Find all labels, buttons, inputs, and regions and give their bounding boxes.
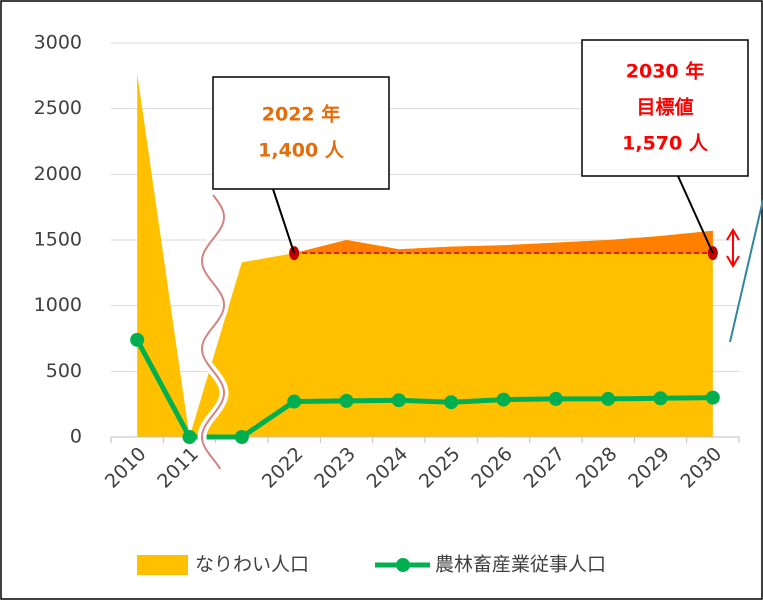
- legend-swatch: [137, 555, 188, 575]
- leader-partial: [729, 199, 763, 343]
- line-marker: [234, 430, 249, 444]
- legend-label: 農林畜産業従事人口: [435, 554, 606, 576]
- line-marker: [653, 391, 668, 406]
- y-tick-label: 2000: [34, 163, 82, 185]
- y-tick-label: 500: [46, 360, 82, 382]
- callout-box: [212, 76, 390, 190]
- legend-marker: [396, 558, 410, 572]
- line: [134, 338, 713, 440]
- line-marker: [130, 332, 145, 347]
- line-marker: [339, 393, 354, 408]
- y-tick-label: 1000: [34, 294, 82, 316]
- callout-leader: [677, 175, 714, 254]
- break-mark: [200, 194, 226, 470]
- line-marker: [548, 391, 563, 406]
- callout-text: 目標値: [636, 96, 693, 119]
- y-tick-label: 3000: [34, 32, 82, 54]
- line-marker: [444, 395, 459, 410]
- y-tick-label: 2500: [34, 97, 82, 119]
- callout-leader: [272, 188, 296, 254]
- y-tick-label: 0: [70, 426, 82, 448]
- line-marker: [601, 391, 616, 406]
- area: [137, 73, 713, 437]
- callout-box: [581, 39, 749, 177]
- line-marker: [287, 394, 302, 409]
- line-marker: [705, 390, 720, 405]
- target-arrow: [726, 228, 740, 268]
- callout-text: 2022 年: [262, 103, 341, 126]
- line-marker: [496, 392, 511, 407]
- callout-text: 1,570 人: [622, 133, 709, 155]
- line-marker: [182, 430, 197, 444]
- y-tick-label: 1500: [34, 229, 82, 251]
- callout-text: 2030 年: [626, 60, 705, 83]
- legend-label: なりわい人口: [195, 554, 309, 576]
- callout-text: 1,400 人: [258, 140, 345, 162]
- area-above-target: [294, 230, 713, 254]
- line-marker: [391, 393, 406, 408]
